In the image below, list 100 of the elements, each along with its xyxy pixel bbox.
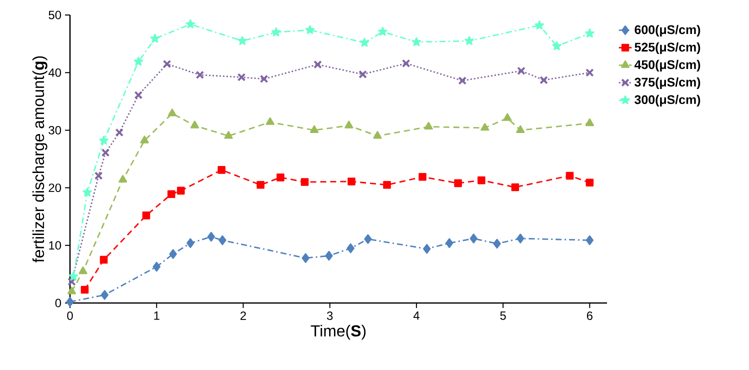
point — [364, 234, 372, 244]
legend-label: 525(μS/cm) — [634, 42, 700, 54]
point — [478, 176, 486, 184]
point — [224, 131, 233, 139]
point — [534, 20, 544, 30]
point — [378, 26, 388, 36]
point — [585, 28, 594, 38]
point — [100, 290, 108, 300]
point — [196, 70, 204, 80]
point — [276, 174, 284, 182]
point — [176, 186, 185, 195]
point — [68, 278, 76, 286]
point — [373, 131, 382, 139]
legend-label: 300(μS/cm) — [634, 94, 700, 107]
point — [446, 238, 454, 248]
point — [516, 234, 524, 244]
point — [82, 188, 92, 196]
point — [142, 212, 150, 220]
point — [99, 136, 108, 145]
point — [516, 125, 525, 133]
point — [454, 179, 462, 188]
point — [464, 36, 474, 46]
point — [412, 37, 422, 46]
point — [402, 59, 410, 68]
point — [134, 90, 143, 100]
y-tick-label: 50 — [48, 10, 62, 20]
point — [586, 178, 594, 187]
point — [480, 123, 490, 131]
point — [346, 243, 354, 254]
point — [207, 232, 216, 242]
point — [310, 125, 319, 133]
point — [266, 117, 274, 125]
point — [348, 178, 356, 186]
point — [360, 38, 370, 47]
y-tick-label: 20 — [48, 184, 62, 192]
point — [423, 244, 431, 254]
point — [100, 256, 108, 264]
point — [271, 27, 281, 36]
point — [101, 148, 110, 157]
point — [511, 183, 520, 192]
point — [162, 60, 172, 68]
point — [470, 234, 478, 244]
point — [80, 286, 89, 294]
point — [586, 235, 594, 246]
point — [78, 266, 88, 274]
point — [68, 272, 78, 281]
point — [540, 76, 548, 84]
x-tick-label: 4 — [413, 312, 420, 320]
point — [552, 41, 562, 50]
point — [566, 172, 574, 180]
legend-label: 450(μS/cm) — [634, 60, 700, 72]
point — [344, 120, 354, 128]
point — [325, 250, 333, 261]
x-tick-label: 5 — [500, 312, 506, 320]
point — [424, 122, 433, 130]
point — [305, 25, 315, 34]
x-tick-label: 6 — [586, 312, 592, 320]
point — [586, 68, 594, 77]
point — [517, 66, 526, 76]
point — [238, 36, 248, 46]
point — [134, 56, 144, 66]
point — [94, 172, 103, 180]
x-tick-label: 0 — [67, 312, 73, 320]
point — [190, 120, 200, 128]
point — [458, 76, 467, 85]
point — [383, 181, 391, 189]
y-tick-label: 40 — [48, 68, 62, 77]
point — [256, 181, 264, 189]
point — [115, 128, 124, 137]
point — [302, 253, 310, 263]
legend-label: 600(μS/cm) — [634, 24, 700, 37]
point — [67, 286, 76, 294]
point — [150, 34, 160, 43]
x-axis-title: Time(S) — [310, 324, 366, 340]
point — [358, 70, 367, 78]
point — [66, 296, 74, 307]
point — [118, 174, 128, 183]
point — [152, 262, 160, 272]
point — [186, 19, 196, 28]
point — [585, 118, 594, 126]
x-tick-label: 2 — [240, 312, 246, 320]
point — [300, 178, 309, 186]
point — [169, 249, 177, 259]
point — [314, 60, 322, 69]
point — [168, 108, 177, 116]
point — [493, 238, 501, 249]
x-tick-label: 1 — [154, 312, 160, 320]
point — [186, 238, 194, 248]
y-tick-label: 0 — [55, 298, 62, 308]
y-axis-title: fertilizer discharge amount(g) — [32, 56, 48, 262]
point — [167, 190, 176, 198]
point — [260, 74, 268, 84]
y-tick-label: 30 — [48, 126, 62, 134]
legend-label: 375(μS/cm) — [634, 77, 700, 90]
point — [503, 113, 512, 121]
x-tick-label: 3 — [326, 312, 333, 320]
y-tick-label: 10 — [49, 241, 62, 250]
point — [140, 136, 149, 144]
point — [218, 166, 226, 174]
point — [418, 172, 426, 181]
